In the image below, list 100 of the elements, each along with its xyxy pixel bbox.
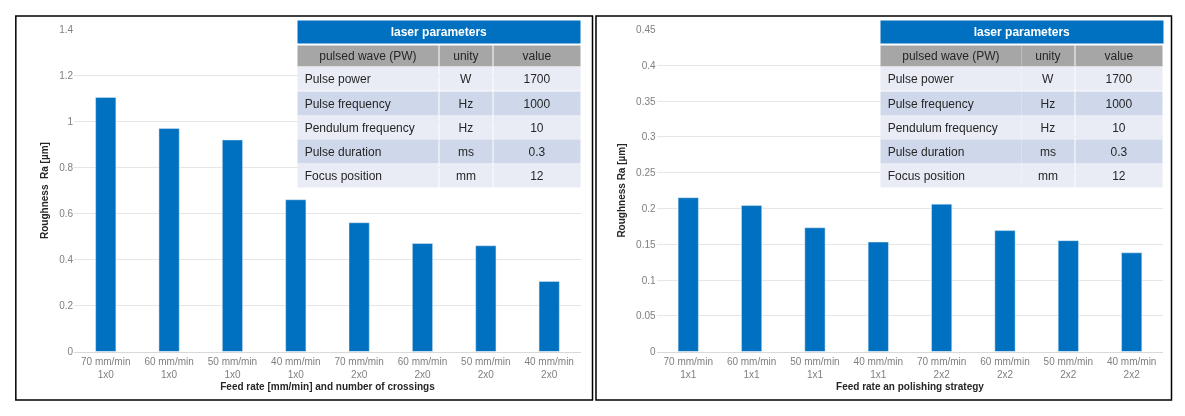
x-tick-label: 60 mm/min 1x0	[144, 355, 194, 380]
x-tick-label: 40 mm/min 2x0	[524, 355, 574, 380]
x-tick-label: 40 mm/min 2x2	[1106, 355, 1157, 380]
table-cell: laser parameters	[880, 20, 1164, 44]
annotation: value	[1104, 49, 1134, 63]
table-cell: Pendulum frequency	[297, 115, 439, 140]
y-tick-label: 0.2	[59, 300, 74, 312]
y-tick-label: 0.25	[636, 167, 657, 179]
y-tick-label: 0.15	[636, 238, 657, 250]
annotation: 1000	[1105, 96, 1133, 111]
annotation: ms	[457, 144, 474, 159]
x-tick-label: 40 mm/min 1x0	[271, 355, 321, 380]
annotation: pulsed wave (PW)	[319, 49, 417, 63]
bar	[1121, 252, 1143, 352]
bar	[994, 230, 1016, 352]
y-tick-label: 0.1	[641, 274, 657, 286]
annotation: 1000	[523, 96, 551, 111]
annotation: value	[522, 49, 552, 63]
y-tick-label: 1.2	[59, 70, 74, 82]
table-cell: Pulse duration	[297, 139, 439, 164]
y-axis-title: Roughness Ra [µm]	[39, 142, 51, 239]
y-tick-label: 0.4	[641, 59, 657, 71]
bar	[222, 139, 243, 352]
y-tick-label: 0.45	[636, 24, 657, 36]
annotation: 12	[530, 168, 544, 183]
bar	[867, 241, 889, 352]
annotation: Pendulum frequency	[881, 120, 998, 135]
annotation: 10	[530, 120, 544, 135]
annotation: Pulse frequency	[881, 96, 974, 111]
annotation: ms	[1039, 144, 1056, 159]
annotation: 12	[1112, 168, 1126, 183]
bar	[538, 281, 560, 352]
annotation: Pulse duration	[298, 144, 382, 159]
bar	[741, 205, 762, 352]
y-axis-title: Roughness Ra [µm]	[616, 143, 628, 238]
bar	[475, 245, 497, 352]
table-cell: Pulse power	[297, 66, 439, 91]
y-tick-label: 0	[650, 346, 657, 358]
x-tick-label: 70 mm/min 1x1	[663, 355, 713, 380]
table-cell: Pendulum frequency	[880, 115, 1022, 140]
annotation: Pendulum frequency	[298, 120, 415, 135]
annotation: 1700	[523, 71, 551, 86]
table-cell: Pulse frequency	[880, 91, 1022, 116]
annotation: Pulse frequency	[298, 96, 391, 111]
bar	[348, 222, 370, 352]
x-tick-label: 50 mm/min 2x2	[1043, 355, 1094, 380]
y-tick-label: 1.4	[59, 24, 74, 36]
annotation: Pulse duration	[881, 144, 965, 159]
y-tick-label: 0.3	[641, 131, 657, 143]
annotation: Pulse power	[881, 71, 954, 86]
x-tick-label: 40 mm/min 1x1	[853, 355, 904, 380]
x-tick-label: 50 mm/min 1x0	[207, 355, 258, 380]
annotation: W	[1041, 71, 1054, 86]
annotation: Focus position	[298, 168, 383, 183]
annotation: mm	[1037, 168, 1058, 183]
y-tick-label: 1	[67, 116, 74, 128]
y-tick-label: 0.05	[636, 310, 657, 322]
x-tick-label: 70 mm/min 1x0	[81, 355, 131, 380]
y-tick-label: 0.6	[59, 208, 74, 220]
annotation: 10	[1112, 120, 1126, 135]
bar	[804, 227, 826, 352]
x-tick-label: 60 mm/min 2x2	[980, 355, 1030, 380]
annotation: Hz	[458, 96, 474, 111]
y-tick-label: 0	[67, 346, 74, 358]
table-cell: Focus position	[880, 163, 1022, 188]
x-tick-label: 50 mm/min 2x0	[461, 355, 511, 380]
annotation: Hz	[458, 120, 474, 135]
bar	[1057, 240, 1079, 352]
annotation: pulsed wave (PW)	[902, 49, 1000, 63]
x-axis-title: Feed rate [mm/min] and number of crossings	[220, 381, 436, 393]
x-tick-label: 50 mm/min 1x1	[790, 355, 840, 380]
annotation: 0.3	[528, 144, 546, 159]
table-cell: Focus position	[297, 163, 439, 188]
bar	[158, 128, 180, 352]
annotation: unity	[453, 49, 479, 63]
table-cell: Pulse frequency	[297, 91, 439, 116]
annotation: 1700	[1105, 71, 1133, 86]
x-tick-label: 60 mm/min 2x0	[397, 355, 448, 380]
y-tick-label: 0.2	[641, 202, 657, 214]
annotation: Hz	[1040, 96, 1056, 111]
bar	[412, 243, 433, 352]
annotation: Hz	[1040, 120, 1056, 135]
table-cell: Pulse power	[880, 66, 1022, 91]
bar	[95, 97, 117, 352]
annotation: Pulse power	[298, 71, 371, 86]
annotation: 0.3	[1110, 144, 1128, 159]
y-tick-label: 0.4	[59, 254, 74, 266]
table-cell: laser parameters	[297, 20, 581, 44]
bar	[931, 203, 953, 352]
annotation: unity	[1035, 49, 1061, 63]
bar	[285, 199, 307, 352]
x-tick-label: 70 mm/min 2x0	[334, 355, 384, 380]
table-cell: Pulse duration	[880, 139, 1022, 164]
y-tick-label: 0.8	[59, 162, 74, 174]
y-tick-label: 0.35	[636, 95, 657, 107]
annotation: mm	[455, 168, 476, 183]
x-axis-title: Feed rate an polishing strategy	[836, 381, 985, 393]
annotation: Focus position	[881, 168, 966, 183]
annotation: W	[459, 71, 472, 86]
x-tick-label: 60 mm/min 1x1	[726, 355, 777, 380]
